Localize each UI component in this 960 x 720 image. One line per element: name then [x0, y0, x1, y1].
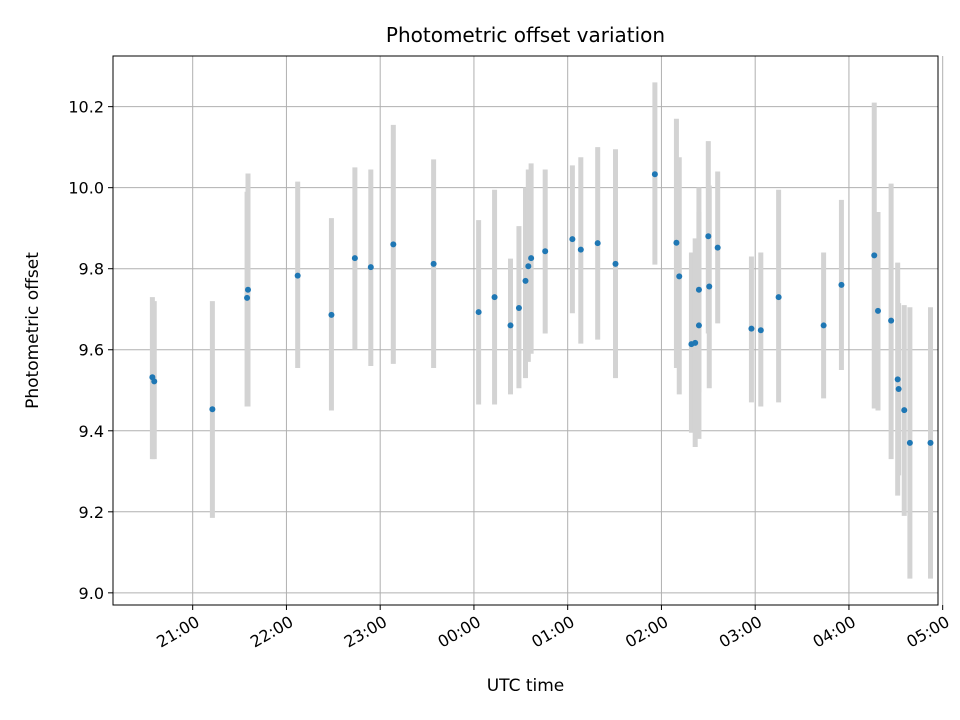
y-axis-title: Photometric offset	[23, 252, 43, 409]
data-point	[838, 281, 845, 288]
data-point	[651, 171, 658, 178]
plot-area-frame	[112, 55, 939, 606]
data-point	[612, 260, 619, 267]
data-point	[594, 240, 601, 247]
data-point	[748, 325, 755, 332]
data-point	[522, 277, 529, 284]
data-point	[328, 311, 335, 318]
data-point	[542, 248, 549, 255]
y-tick-label: 10.2	[68, 98, 104, 117]
data-point	[706, 283, 713, 290]
data-point	[244, 294, 251, 301]
data-point	[875, 307, 881, 314]
data-point	[475, 309, 482, 316]
data-point	[491, 294, 498, 301]
data-point	[430, 260, 437, 267]
data-point	[367, 264, 374, 271]
data-point	[695, 322, 702, 329]
data-point	[351, 255, 358, 262]
data-point	[676, 273, 683, 280]
data-point	[820, 322, 827, 329]
y-tick-label: 9.4	[79, 422, 104, 441]
data-point	[528, 255, 535, 262]
data-point	[569, 236, 576, 243]
y-tick-label: 9.8	[79, 260, 104, 279]
x-axis-title: UTC time	[487, 676, 565, 696]
data-point	[895, 386, 902, 393]
grid-lines	[113, 56, 944, 605]
data-point	[714, 244, 721, 251]
data-point	[927, 439, 934, 446]
y-tick-label: 10.0	[68, 179, 104, 198]
chart-title: Photometric offset variation	[386, 23, 665, 47]
data-point	[705, 233, 712, 240]
data-point	[209, 406, 216, 413]
data-point	[888, 317, 895, 324]
data-point	[245, 286, 251, 293]
data-point	[757, 327, 764, 334]
data-point	[692, 339, 699, 346]
y-tick-label: 9.2	[79, 503, 104, 522]
data-point	[390, 241, 397, 248]
y-tick-label: 9.6	[79, 341, 104, 360]
data-point	[775, 294, 782, 301]
data-point	[673, 239, 680, 246]
data-point	[525, 263, 532, 270]
data-point	[515, 305, 522, 312]
data-point	[294, 272, 301, 279]
data-point	[871, 252, 878, 259]
data-point	[901, 407, 908, 414]
data-point	[906, 439, 913, 446]
data-point	[894, 376, 901, 383]
data-point	[695, 286, 702, 293]
data-point	[507, 322, 514, 329]
data-points	[149, 171, 934, 446]
y-tick-label: 9.0	[79, 584, 104, 603]
data-point	[151, 378, 158, 385]
data-point	[577, 246, 584, 253]
